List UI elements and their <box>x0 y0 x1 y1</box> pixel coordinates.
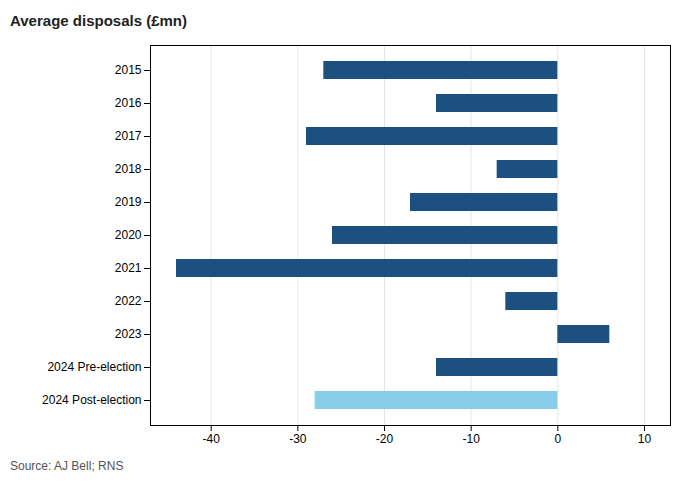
svg-text:2016: 2016 <box>115 96 142 110</box>
html-text:Source: AJ Bell; RNS: Source: AJ Bell; RNS <box>10 459 124 473</box>
svg-text:-30: -30 <box>289 432 307 446</box>
svg-text:2018: 2018 <box>115 162 142 176</box>
svg-text:-40: -40 <box>202 432 220 446</box>
svg-text:10: 10 <box>638 432 652 446</box>
svg-text:2022: 2022 <box>115 294 142 308</box>
svg-text:2017: 2017 <box>115 129 142 143</box>
html-text:Average disposals (£mn): Average disposals (£mn) <box>10 12 187 29</box>
svg-text:2015: 2015 <box>115 63 142 77</box>
svg-text:2021: 2021 <box>115 261 142 275</box>
svg-text:2024 Post-election: 2024 Post-election <box>42 393 141 407</box>
svg-text:2023: 2023 <box>115 327 142 341</box>
svg-text:2019: 2019 <box>115 195 142 209</box>
svg-text:2024 Pre-election: 2024 Pre-election <box>47 360 141 374</box>
svg-text:2020: 2020 <box>115 228 142 242</box>
svg-text:-10: -10 <box>462 432 480 446</box>
svg-text:0: 0 <box>554 432 561 446</box>
svg-text:-20: -20 <box>376 432 394 446</box>
